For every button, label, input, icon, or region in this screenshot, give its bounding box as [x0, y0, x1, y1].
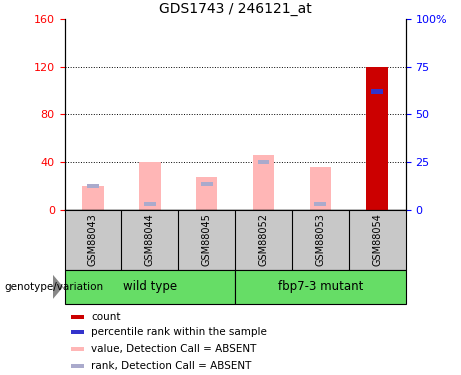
- Bar: [82, 186, 104, 210]
- Bar: [371, 89, 383, 93]
- Title: GDS1743 / 246121_at: GDS1743 / 246121_at: [159, 2, 312, 16]
- Text: fbp7-3 mutant: fbp7-3 mutant: [278, 280, 363, 293]
- Bar: [71, 315, 84, 318]
- Bar: [71, 346, 84, 351]
- Bar: [310, 167, 331, 210]
- Text: GSM88043: GSM88043: [88, 214, 98, 266]
- Bar: [253, 155, 274, 210]
- Bar: [314, 202, 326, 206]
- Text: percentile rank within the sample: percentile rank within the sample: [91, 327, 267, 337]
- Bar: [196, 177, 218, 210]
- Bar: [201, 182, 213, 186]
- Bar: [144, 202, 156, 206]
- Text: GSM88045: GSM88045: [201, 213, 212, 266]
- Bar: [71, 330, 84, 334]
- Bar: [87, 184, 99, 188]
- Bar: [258, 160, 270, 164]
- Text: GSM88054: GSM88054: [372, 213, 382, 266]
- Bar: [139, 162, 160, 210]
- Text: value, Detection Call = ABSENT: value, Detection Call = ABSENT: [91, 344, 257, 354]
- Text: GSM88044: GSM88044: [145, 214, 155, 266]
- Text: genotype/variation: genotype/variation: [5, 282, 104, 292]
- Text: rank, Detection Call = ABSENT: rank, Detection Call = ABSENT: [91, 361, 252, 371]
- Text: GSM88053: GSM88053: [315, 213, 325, 266]
- Bar: [366, 67, 388, 210]
- Text: GSM88052: GSM88052: [259, 213, 269, 267]
- Polygon shape: [53, 275, 63, 299]
- Text: count: count: [91, 312, 121, 322]
- Bar: [65, 270, 235, 304]
- Bar: [235, 270, 406, 304]
- Text: wild type: wild type: [123, 280, 177, 293]
- Bar: [71, 364, 84, 368]
